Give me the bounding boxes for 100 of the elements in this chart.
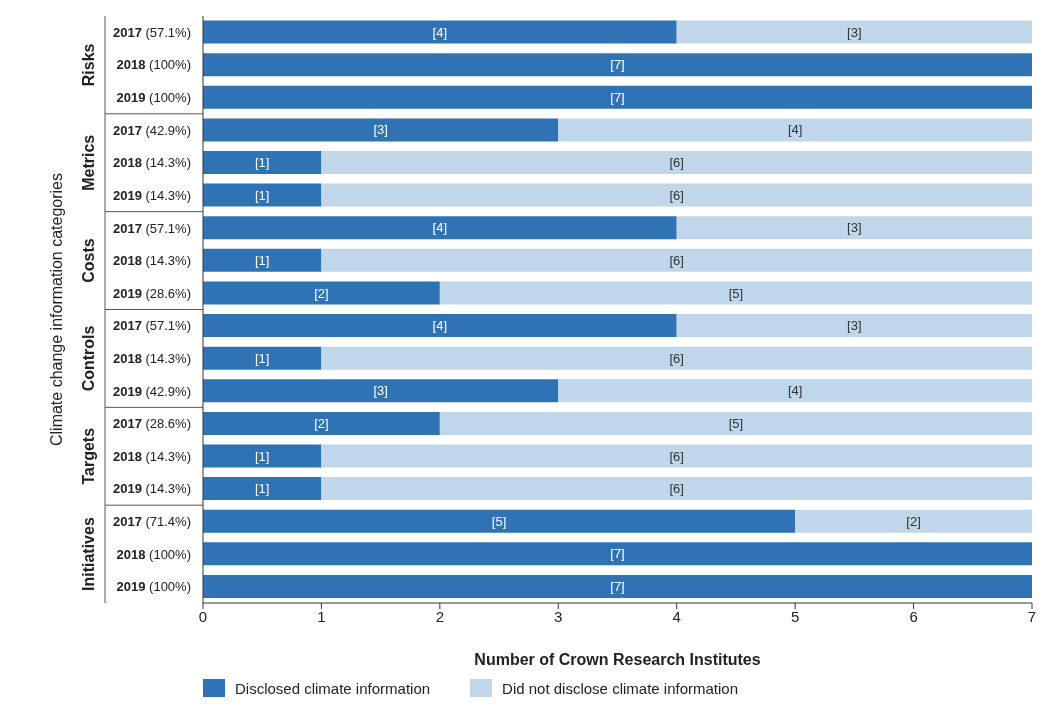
data-label: [7] xyxy=(610,57,625,73)
text: Costs xyxy=(79,238,97,283)
x-tick-label: 4 xyxy=(672,607,681,625)
data-label: [7] xyxy=(610,89,625,105)
bar xyxy=(439,411,1032,435)
bar xyxy=(203,20,677,44)
bar xyxy=(676,314,1032,338)
data-label: [4] xyxy=(432,24,448,40)
bar xyxy=(203,314,677,338)
y-tick-label: 2018 (100%) xyxy=(116,546,191,562)
legend-label: Disclosed climate information xyxy=(235,679,431,697)
data-label: [2] xyxy=(906,513,921,529)
bar xyxy=(203,151,322,175)
data-label: [6] xyxy=(669,448,684,464)
data-label: [3] xyxy=(847,318,862,334)
y-axis-title: Climate change information categories xyxy=(47,172,65,447)
data-label: [4] xyxy=(787,122,803,138)
bar xyxy=(203,379,559,403)
x-tick-label: 0 xyxy=(198,607,208,625)
bar xyxy=(203,542,1032,566)
data-label: [1] xyxy=(254,350,270,366)
bar xyxy=(203,477,322,501)
x-tick-label: 2 xyxy=(435,607,445,625)
y-tick-label: 2019 (14.3%) xyxy=(112,481,191,497)
x-axis-title: Number of Crown Research Institutes xyxy=(474,651,761,668)
x-tick-label: 7 xyxy=(1027,607,1037,625)
y-tick-label: 2017 (42.9%) xyxy=(112,122,191,138)
bar xyxy=(203,444,322,468)
y-tick-label: 2017 (57.1%) xyxy=(112,220,191,236)
bar xyxy=(203,346,322,370)
data-label: [3] xyxy=(847,220,862,236)
bar xyxy=(321,346,1032,370)
data-label: [6] xyxy=(669,350,684,366)
data-label: [3] xyxy=(847,24,862,40)
bar xyxy=(203,574,1032,598)
bar xyxy=(321,477,1032,501)
bar xyxy=(321,183,1032,207)
data-label: [2] xyxy=(314,415,329,431)
text: Controls xyxy=(79,325,97,392)
y-tick-label: 2018 (14.3%) xyxy=(112,448,191,464)
y-tick-label: 2018 (100%) xyxy=(116,57,191,73)
data-label: [1] xyxy=(254,252,270,268)
bar xyxy=(203,509,796,533)
data-label: [6] xyxy=(669,187,684,203)
bar xyxy=(203,183,322,207)
data-label: [4] xyxy=(787,383,803,399)
bar xyxy=(321,444,1032,468)
bar xyxy=(321,151,1032,175)
data-label: [6] xyxy=(669,252,684,268)
y-tick-label: 2019 (14.3%) xyxy=(112,187,191,203)
data-label: [7] xyxy=(610,579,625,594)
x-tick-label: 5 xyxy=(790,607,800,625)
bar xyxy=(203,53,1032,77)
bar xyxy=(558,379,1032,403)
x-tick-label: 1 xyxy=(317,607,326,625)
data-label: [1] xyxy=(254,448,270,464)
bar xyxy=(439,281,1032,305)
bar xyxy=(676,216,1032,240)
data-label: [4] xyxy=(432,220,448,236)
data-label: [6] xyxy=(669,481,684,497)
text: Initiatives xyxy=(79,517,97,591)
y-tick-label: 2017 (57.1%) xyxy=(112,318,191,334)
x-tick-label: 3 xyxy=(554,607,563,625)
bar xyxy=(203,216,677,240)
bar xyxy=(203,248,322,272)
data-label: [1] xyxy=(254,155,270,171)
text: Risks xyxy=(79,43,97,87)
bar xyxy=(321,248,1032,272)
text: Metrics xyxy=(79,134,97,191)
y-tick-label: 2019 (28.6%) xyxy=(112,285,191,301)
bar xyxy=(203,118,559,142)
data-label: [2] xyxy=(314,285,329,301)
y-tick-label: 2017 (71.4%) xyxy=(112,514,191,530)
y-tick-label: 2017 (28.6%) xyxy=(112,416,191,432)
y-tick-label: 2018 (14.3%) xyxy=(112,155,191,171)
bar xyxy=(558,118,1032,142)
bar xyxy=(203,411,440,435)
data-label: [3] xyxy=(373,383,388,399)
data-label: [6] xyxy=(669,155,684,171)
data-label: [1] xyxy=(254,187,270,203)
legend-label: Did not disclose climate information xyxy=(502,679,739,697)
y-tick-label: 2017 (57.1%) xyxy=(112,24,191,40)
data-label: [7] xyxy=(610,546,625,562)
data-label: [3] xyxy=(373,122,388,138)
bar xyxy=(203,85,1032,109)
bar xyxy=(203,281,440,305)
data-label: [5] xyxy=(491,513,507,529)
bar xyxy=(676,20,1032,44)
y-tick-label: 2018 (14.3%) xyxy=(112,253,191,269)
data-label: [4] xyxy=(432,318,448,334)
y-tick-label: 2019 (100%) xyxy=(116,90,191,106)
y-tick-label: 2018 (14.3%) xyxy=(112,350,191,366)
x-tick-label: 6 xyxy=(909,607,918,625)
data-label: [1] xyxy=(254,481,270,497)
y-tick-label: 2019 (100%) xyxy=(116,579,191,595)
text: Targets xyxy=(79,427,97,485)
data-label: [5] xyxy=(728,285,744,301)
data-label: [5] xyxy=(728,415,744,431)
y-tick-label: 2019 (42.9%) xyxy=(112,383,191,399)
bar xyxy=(795,509,1032,533)
